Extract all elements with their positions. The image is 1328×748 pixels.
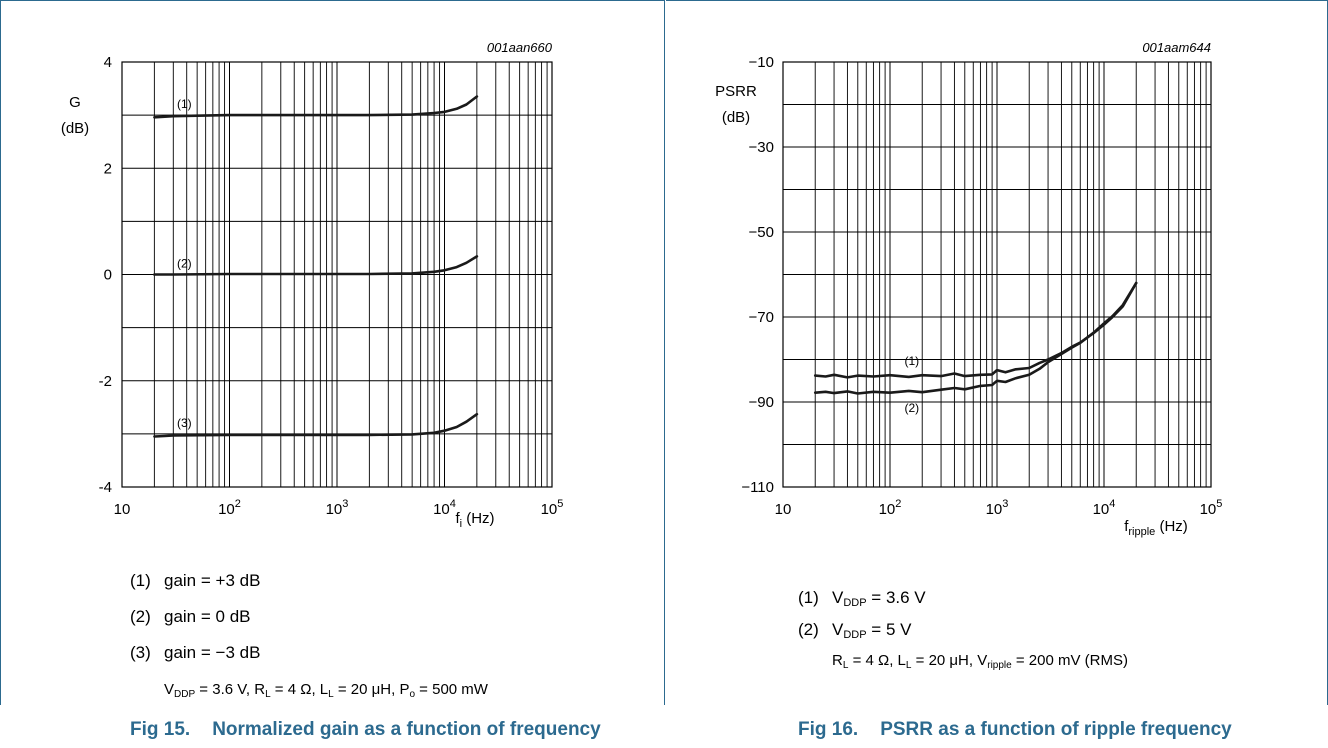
y-tick-label: −90 [749,394,774,411]
series-label-3: (3) [177,416,192,430]
x-tick-label: 104 [1093,498,1116,518]
x-tick-label: 105 [1200,498,1223,518]
figure-number: Fig 15. [130,719,191,740]
legend-item-2: (2) VDDP = 5 V [798,620,912,641]
y-tick-label: −30 [749,139,774,156]
series-label-2: (2) [177,257,192,271]
test-conditions: VDDP = 3.6 V, RL = 4 Ω, LL = 20 μH, Po =… [164,681,488,700]
chart-code: 001aan660 [487,40,553,55]
figure-title: Normalized gain as a function of frequen… [212,719,601,740]
series-line-1 [153,95,479,119]
legend-item-2: (2) gain = 0 dB [130,607,251,626]
y-axis-label: (dB) [722,109,750,126]
x-tick-label: 10 [114,501,131,518]
grid [782,61,1212,488]
y-axis-label: G [69,94,81,111]
legend-item-3: (3) gain = −3 dB [130,643,261,662]
y-tick-label: −10 [749,54,774,71]
series-line-2 [153,255,479,276]
x-tick-label: 10 [775,501,792,518]
figure-number: Fig 16. [798,719,859,740]
y-tick-label: −110 [741,479,774,496]
test-conditions: RL = 4 Ω, LL = 20 μH, Vripple = 200 mV (… [832,652,1128,671]
x-axis-label: fi (Hz) [455,510,494,530]
x-tick-label: 103 [986,498,1009,518]
series-line-2 [813,281,1138,395]
figure-15-panel: 4 2 0 -2 -4 10 102 103 104 105 G (dB) fi (Hz) 001aan6… [0,0,665,741]
gain-chart: 4 2 0 -2 -410 102 103 104 105 G (dB) fi (Hz) 001aan6… [61,40,564,530]
legend-item-1: (1) gain = +3 dB [130,571,261,590]
y-tick-label: −50 [749,224,774,241]
series-line-3 [153,412,479,438]
series-label-2: (2) [905,401,920,415]
y-tick-label: -4 [99,479,112,496]
x-tick-label: 105 [541,498,564,518]
x-tick-label: 103 [326,498,349,518]
y-tick-label: -2 [99,373,112,390]
y-tick-label: −70 [749,309,774,326]
legend-item-1: (1) VDDP = 3.6 V [798,588,926,609]
plot-area [121,61,553,488]
x-tick-label: 102 [879,498,902,518]
y-axis-label: PSRR [715,83,757,100]
x-tick-label: 102 [218,498,241,518]
y-tick-label: 4 [104,54,112,71]
y-axis-label: (dB) [61,120,89,137]
series-label-1: (1) [177,97,192,111]
plot-area [782,61,1212,488]
series-line-1 [813,281,1138,379]
figure-caption: Fig 15. Normalized gain as a function of … [130,719,601,741]
figure-16-panel: −10 −30 −50 −70 −90 −110 10 102 103 104 105 PSRR (dB… [666,0,1328,748]
x-tick-label: 104 [433,498,456,518]
figure-caption: Fig 16. PSRR as a function of ripple freq… [798,719,1232,741]
y-tick-label: 2 [104,160,112,177]
x-axis-label: fripple (Hz) [1124,518,1188,538]
series-label-1: (1) [905,354,920,368]
panel-frame [0,0,665,705]
figure-title: PSRR as a function of ripple frequency [880,719,1232,740]
chart-code: 001aam644 [1142,40,1211,55]
y-tick-label: 0 [104,267,112,284]
